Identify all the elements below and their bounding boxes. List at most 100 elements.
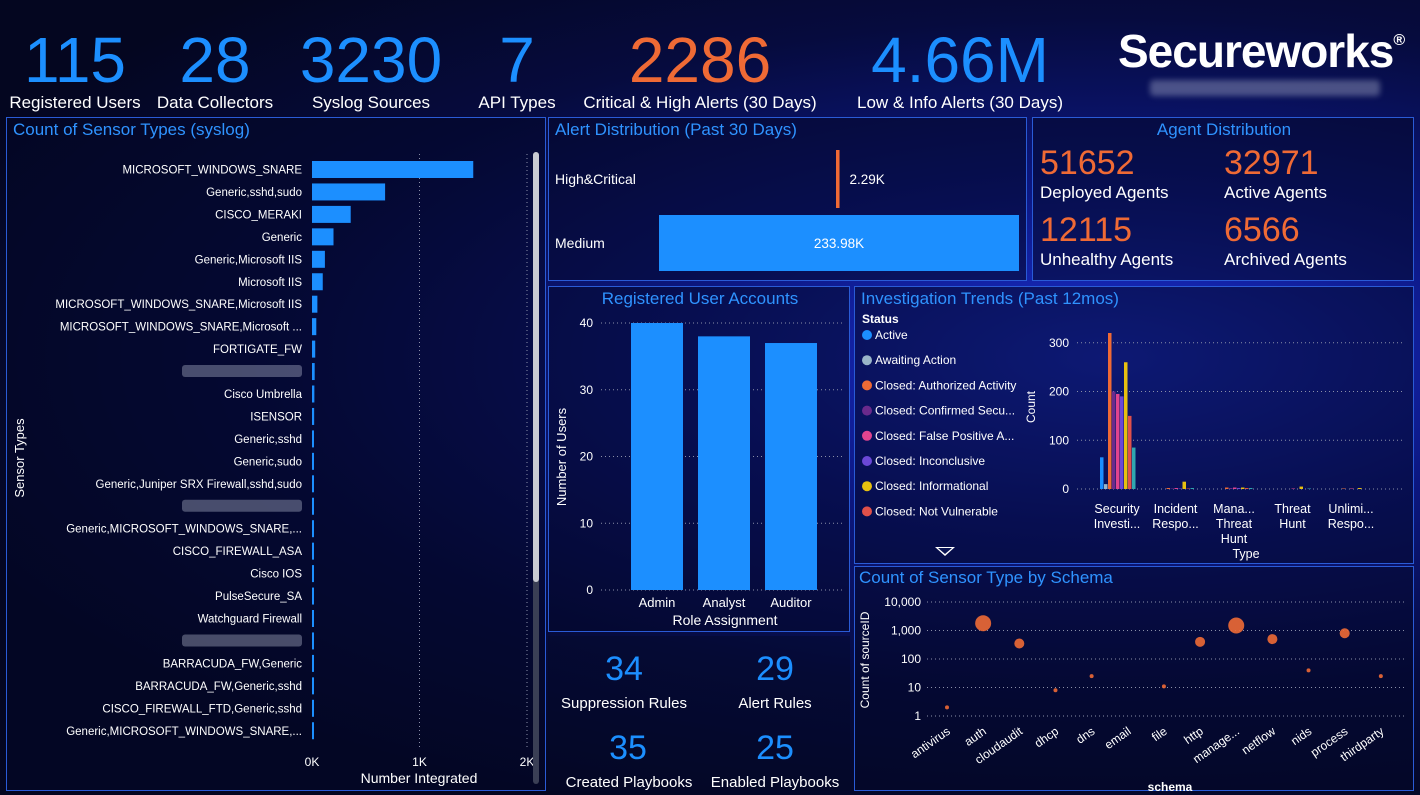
bar[interactable] [1241,487,1245,489]
bar[interactable] [312,452,314,470]
bar[interactable] [1108,333,1112,489]
bar[interactable] [312,565,314,583]
scatter-point[interactable] [1014,638,1025,649]
bar[interactable] [312,430,314,448]
category-label: Medium [555,235,605,251]
legend-swatch[interactable] [862,506,872,517]
panel-title: Alert Distribution (Past 30 Days) [555,120,797,139]
bar[interactable] [312,295,318,313]
archived-agents-value: 6566 [1224,211,1300,249]
x-tick-label: Respo... [1152,517,1199,531]
bar[interactable] [312,520,314,538]
bar[interactable] [1174,488,1179,489]
kpi-label: Registered Users [9,93,141,112]
legend-item[interactable]: Closed: Informational [875,479,988,493]
scatter-point[interactable] [1195,636,1206,647]
bar[interactable] [312,722,314,740]
bar[interactable] [312,205,351,223]
bar[interactable] [1182,481,1187,489]
legend-item[interactable]: Closed: Confirmed Secu... [875,404,1015,418]
bar[interactable] [1233,487,1237,489]
scatter-point[interactable] [1161,684,1166,689]
bar[interactable] [698,336,750,590]
bar[interactable] [1229,488,1233,489]
bar[interactable] [1237,488,1241,489]
bar[interactable] [1112,391,1116,490]
bar[interactable] [312,587,314,605]
bar[interactable] [312,632,314,650]
scrollbar-thumb[interactable] [533,152,539,582]
scatter-point[interactable] [945,705,949,710]
scatter-point[interactable] [1228,617,1245,634]
bar[interactable] [1124,362,1128,489]
bar[interactable] [312,610,314,627]
scatter-point[interactable] [1339,628,1350,639]
deployed-agents-label: Deployed Agents [1040,183,1169,202]
kpi-label: API Types [478,93,556,112]
legend-item[interactable]: Closed: Not Vulnerable [875,504,998,518]
scatter-point[interactable] [1089,674,1094,679]
scatter-point[interactable] [1267,634,1278,645]
bar[interactable] [765,343,817,590]
legend-item[interactable]: Awaiting Action [875,353,956,367]
legend-item[interactable]: Closed: Inconclusive [875,454,985,468]
category-label: BARRACUDA_FW,Generic [163,658,303,670]
bar[interactable] [1358,488,1362,489]
bar[interactable] [1190,488,1195,489]
scrollbar-track[interactable] [533,152,539,784]
bar[interactable] [1120,396,1124,489]
bar[interactable] [312,497,314,515]
bar[interactable] [312,250,325,268]
category-label: CISCO_FIREWALL_ASA [173,546,303,558]
bar[interactable] [312,475,314,493]
bar[interactable] [1225,487,1229,489]
bar[interactable] [312,654,314,672]
bar[interactable] [312,183,386,201]
bar[interactable] [312,542,314,560]
bar[interactable] [1245,488,1249,489]
legend-swatch[interactable] [862,330,872,340]
alert-rules-label: Alert Rules [738,695,812,712]
legend-swatch[interactable] [862,430,872,441]
bar[interactable] [312,407,315,425]
x-tick-label: Hunt [1221,532,1248,546]
bar[interactable] [312,161,474,178]
bar[interactable] [1249,488,1253,489]
bar[interactable] [312,273,323,291]
legend-swatch[interactable] [862,456,872,466]
legend-swatch[interactable] [862,405,872,416]
bar[interactable] [312,385,315,403]
active-agents-value: 32971 [1224,144,1319,182]
legend-item[interactable]: Active [875,328,908,342]
scatter-point[interactable] [1306,668,1311,673]
bar[interactable] [1100,457,1104,489]
bar[interactable] [1132,447,1136,489]
x-tick-label: netflow [1239,724,1278,757]
bar[interactable] [312,363,315,381]
bar[interactable] [1166,488,1171,489]
bar[interactable] [1299,486,1304,489]
legend-swatch[interactable] [862,380,872,391]
legend-swatch[interactable] [862,481,872,492]
bar[interactable] [312,699,314,717]
bar[interactable] [659,215,1019,271]
data-label: 233.98K [814,236,864,251]
bar[interactable] [1128,415,1132,489]
bar[interactable] [312,228,334,246]
y-tick-label: 0 [1062,482,1069,496]
legend-item[interactable]: Closed: Authorized Activity [875,378,1016,392]
scatter-point[interactable] [1053,688,1058,693]
bar[interactable] [312,340,316,358]
bar[interactable] [836,150,840,208]
scatter-point[interactable] [1378,674,1383,679]
bar[interactable] [1116,393,1120,489]
category-label: High&Critical [555,171,636,187]
bar[interactable] [312,318,317,336]
bar[interactable] [1104,484,1108,489]
legend-swatch[interactable] [862,355,872,366]
legend-item[interactable]: Closed: False Positive A... [875,429,1014,443]
bar[interactable] [312,677,314,695]
y-tick-label: 10 [580,516,594,530]
scatter-point[interactable] [975,615,992,632]
bar[interactable] [631,323,683,590]
